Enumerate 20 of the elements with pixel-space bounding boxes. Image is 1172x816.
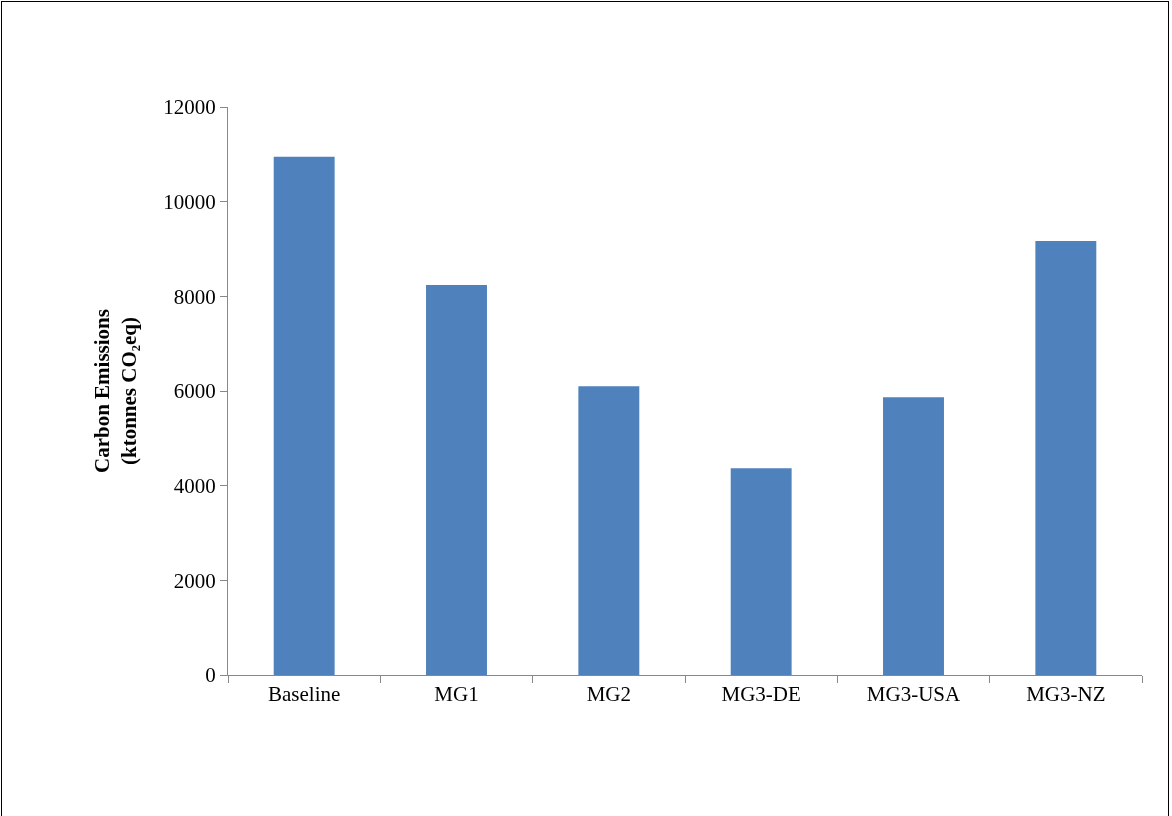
x-tick-label: Baseline — [268, 682, 341, 707]
y-tick-label: 10000 — [163, 190, 216, 215]
bar — [578, 386, 640, 675]
x-tick-label: MG2 — [586, 682, 631, 707]
bar — [730, 468, 792, 675]
y-tick-label: 4000 — [173, 474, 216, 499]
x-tick-label: MG3-DE — [721, 682, 801, 707]
x-tick-label: MG3-USA — [866, 682, 961, 707]
y-tick-label: 8000 — [173, 284, 216, 309]
y-tick-label: 0 — [205, 663, 216, 688]
x-tick-label: MG1 — [434, 682, 479, 707]
y-tick-label: 6000 — [173, 379, 216, 404]
y-tick-label: 2000 — [173, 568, 216, 593]
bar — [273, 156, 335, 675]
y-tick-label: 12000 — [163, 95, 216, 120]
bar — [883, 397, 944, 675]
bar — [426, 284, 487, 675]
bar — [1035, 240, 1097, 675]
y-axis-title: Carbon Emissions (ktonnes CO₂eq) — [90, 309, 142, 473]
x-tick-label: MG3-NZ — [1026, 682, 1106, 707]
